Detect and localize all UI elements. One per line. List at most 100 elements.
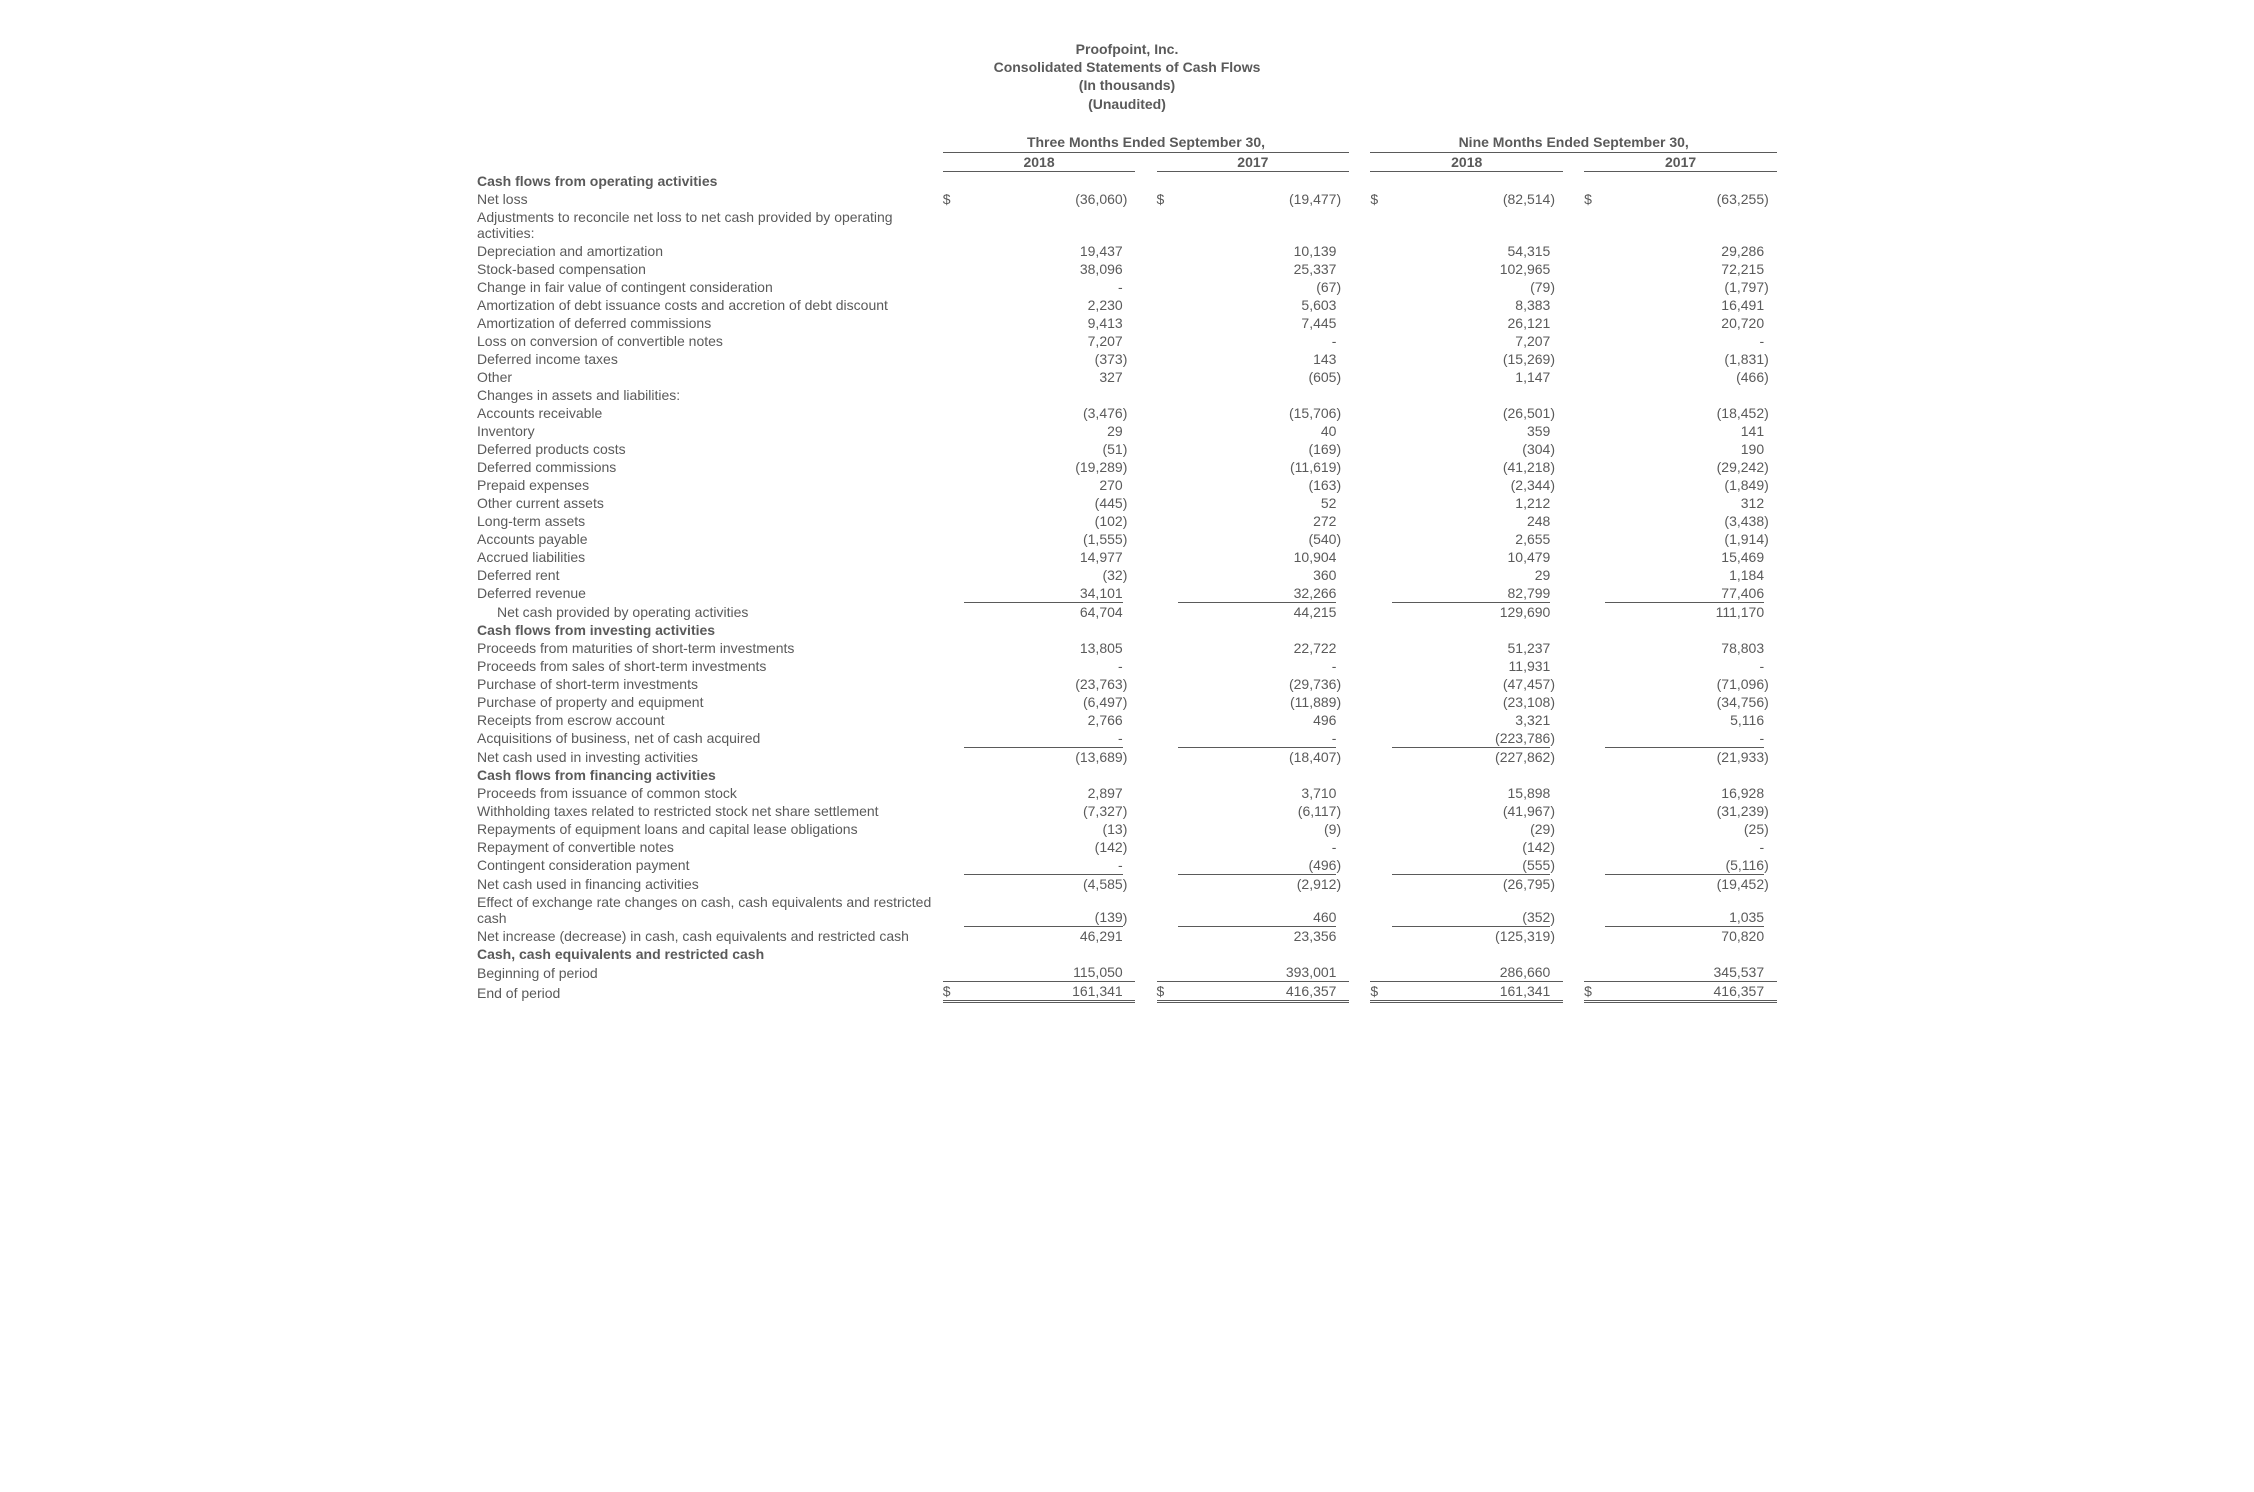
col-gap bbox=[1563, 602, 1584, 621]
cell-value: - bbox=[964, 657, 1123, 675]
currency-symbol bbox=[1370, 584, 1391, 603]
paren-close bbox=[1764, 927, 1777, 946]
row-label: Other current assets bbox=[477, 494, 943, 512]
currency-symbol bbox=[943, 278, 964, 296]
cell-value: (15,269 bbox=[1392, 350, 1551, 368]
col-gap bbox=[1563, 963, 1584, 982]
audit-note: (Unaudited) bbox=[477, 95, 1777, 113]
cell-value: (15,706 bbox=[1178, 404, 1337, 422]
currency-symbol bbox=[1157, 729, 1178, 748]
section-cash: Cash, cash equivalents and restricted ca… bbox=[477, 945, 1777, 963]
paren-close bbox=[1550, 296, 1563, 314]
table-row: Repayments of equipment loans and capita… bbox=[477, 820, 1777, 838]
currency-symbol bbox=[943, 893, 964, 927]
col-gap bbox=[1349, 548, 1370, 566]
col-gap bbox=[1135, 494, 1156, 512]
paren-close: ) bbox=[1550, 874, 1563, 893]
cell-value: (47,457 bbox=[1392, 675, 1551, 693]
paren-close: ) bbox=[1336, 856, 1349, 875]
col-gap bbox=[1135, 208, 1156, 242]
cell-value: (41,967 bbox=[1392, 802, 1551, 820]
paren-close bbox=[1123, 729, 1136, 748]
paren-close bbox=[1550, 368, 1563, 386]
cell-value: 1,147 bbox=[1392, 368, 1551, 386]
cell-value: 29 bbox=[964, 422, 1123, 440]
cell-value: 78,803 bbox=[1605, 639, 1764, 657]
paren-close: ) bbox=[1123, 693, 1136, 711]
cell-value: 34,101 bbox=[964, 584, 1123, 603]
cell-value: 20,720 bbox=[1605, 314, 1764, 332]
col-gap bbox=[1135, 602, 1156, 621]
row-label: Deferred income taxes bbox=[477, 350, 943, 368]
paren-close: ) bbox=[1336, 404, 1349, 422]
paren-close bbox=[1123, 296, 1136, 314]
cell-value: (352 bbox=[1392, 893, 1551, 927]
col-gap bbox=[1563, 838, 1584, 856]
cell-value: 3,710 bbox=[1178, 784, 1337, 802]
currency-symbol bbox=[1584, 693, 1605, 711]
currency-symbol bbox=[1584, 802, 1605, 820]
paren-close: ) bbox=[1764, 747, 1777, 766]
section-row: Cash, cash equivalents and restricted ca… bbox=[477, 945, 1777, 963]
paren-close bbox=[1764, 639, 1777, 657]
cell-value: (79 bbox=[1392, 278, 1551, 296]
paren-close: ) bbox=[1336, 675, 1349, 693]
currency-symbol bbox=[943, 242, 964, 260]
cell-value: (82,514 bbox=[1392, 190, 1551, 208]
currency-symbol bbox=[1157, 856, 1178, 875]
paren-close bbox=[1764, 494, 1777, 512]
cell-value: (3,476 bbox=[964, 404, 1123, 422]
cell-value: 272 bbox=[1178, 512, 1337, 530]
currency-symbol bbox=[1157, 242, 1178, 260]
cell-value: (1,849 bbox=[1605, 476, 1764, 494]
cell-value: (26,795 bbox=[1392, 874, 1551, 893]
cash-flow-statement: Proofpoint, Inc. Consolidated Statements… bbox=[477, 40, 1777, 1003]
currency-symbol bbox=[1584, 566, 1605, 584]
col-gap bbox=[1349, 314, 1370, 332]
paren-close bbox=[1550, 982, 1563, 1002]
currency-symbol bbox=[943, 512, 964, 530]
currency-symbol bbox=[1157, 711, 1178, 729]
paren-close: ) bbox=[1123, 350, 1136, 368]
col-gap bbox=[1135, 802, 1156, 820]
paren-close bbox=[1336, 784, 1349, 802]
cell-value: (1,914 bbox=[1605, 530, 1764, 548]
period-1-header: Three Months Ended September 30, bbox=[943, 133, 1349, 153]
row-label: Deferred rent bbox=[477, 566, 943, 584]
currency-symbol bbox=[943, 314, 964, 332]
currency-symbol bbox=[1157, 584, 1178, 603]
col-gap bbox=[1135, 675, 1156, 693]
currency-symbol bbox=[1370, 512, 1391, 530]
col-gap bbox=[1349, 838, 1370, 856]
paren-close bbox=[1550, 208, 1563, 242]
table-row: Depreciation and amortization19,43710,13… bbox=[477, 242, 1777, 260]
currency-symbol bbox=[1584, 368, 1605, 386]
currency-symbol bbox=[1370, 422, 1391, 440]
cell-value: (19,477 bbox=[1178, 190, 1337, 208]
cell-value: 23,356 bbox=[1178, 927, 1337, 946]
row-label: Amortization of deferred commissions bbox=[477, 314, 943, 332]
currency-symbol bbox=[1370, 820, 1391, 838]
paren-close: ) bbox=[1550, 927, 1563, 946]
cell-value: 8,383 bbox=[1392, 296, 1551, 314]
paren-close bbox=[1336, 296, 1349, 314]
paren-close: ) bbox=[1550, 693, 1563, 711]
row-label: Net loss bbox=[477, 190, 943, 208]
paren-close bbox=[1764, 711, 1777, 729]
cell-value: (13,689 bbox=[964, 747, 1123, 766]
cell-value: 161,341 bbox=[964, 982, 1123, 1002]
col-gap bbox=[1563, 458, 1584, 476]
table-row: Proceeds from sales of short-term invest… bbox=[477, 657, 1777, 675]
row-label: Beginning of period bbox=[477, 963, 943, 982]
units-note: (In thousands) bbox=[477, 76, 1777, 94]
cell-value: 72,215 bbox=[1605, 260, 1764, 278]
paren-close bbox=[1550, 494, 1563, 512]
cell-value: (23,763 bbox=[964, 675, 1123, 693]
cell-value: 270 bbox=[964, 476, 1123, 494]
paren-close: ) bbox=[1336, 820, 1349, 838]
cell-value: 360 bbox=[1178, 566, 1337, 584]
paren-close: ) bbox=[1764, 368, 1777, 386]
table-row: Adjustments to reconcile net loss to net… bbox=[477, 208, 1777, 242]
cell-value: (13 bbox=[964, 820, 1123, 838]
currency-symbol bbox=[1370, 494, 1391, 512]
